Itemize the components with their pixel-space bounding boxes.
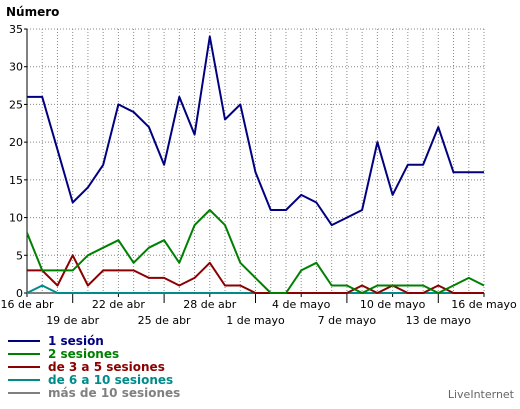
x-tick-label: 16 de abr — [1, 298, 54, 311]
legend-label: de 3 a 5 sesiones — [48, 360, 165, 374]
watermark-text: LiveInternet — [448, 388, 515, 401]
y-tick-label: 0 — [16, 287, 23, 300]
x-tick-label: 13 de mayo — [406, 314, 472, 327]
x-tick-label: 1 de mayo — [226, 314, 285, 327]
y-tick-label: 15 — [9, 174, 23, 187]
y-tick-label: 35 — [9, 23, 23, 36]
legend-label: de 6 a 10 sesiones — [48, 373, 173, 387]
series-line — [27, 35, 484, 227]
series-line — [26, 284, 484, 294]
x-tick-label: 16 de mayo — [451, 298, 517, 311]
x-tick-label: 10 de mayo — [360, 298, 426, 311]
x-tick-label: 4 de mayo — [272, 298, 331, 311]
y-tick-label: 10 — [9, 212, 23, 225]
x-tick-label: 25 de abr — [138, 314, 191, 327]
y-axis-title: Número — [6, 5, 59, 19]
y-tick-label: 30 — [9, 61, 23, 74]
axes: 0 5 10 15 20 25 30 35 16 de abr 19 de abr 22 de ab… — [1, 23, 517, 327]
series-line — [27, 254, 484, 294]
legend-label: más de 10 sesiones — [48, 386, 180, 400]
x-tick-label: 28 de abr — [183, 298, 236, 311]
y-tick-label: 25 — [9, 98, 23, 111]
legend-label: 1 sesión — [48, 334, 104, 348]
y-tick-label: 5 — [16, 249, 23, 262]
x-tick-label: 19 de abr — [46, 314, 99, 327]
series-lines — [26, 35, 485, 294]
legend-label: 2 sesiones — [48, 347, 119, 361]
x-tick-label: 22 de abr — [92, 298, 145, 311]
grid — [27, 28, 485, 293]
x-tick-label: 7 de mayo — [318, 314, 377, 327]
series-line — [26, 209, 485, 294]
y-tick-label: 20 — [9, 136, 23, 149]
